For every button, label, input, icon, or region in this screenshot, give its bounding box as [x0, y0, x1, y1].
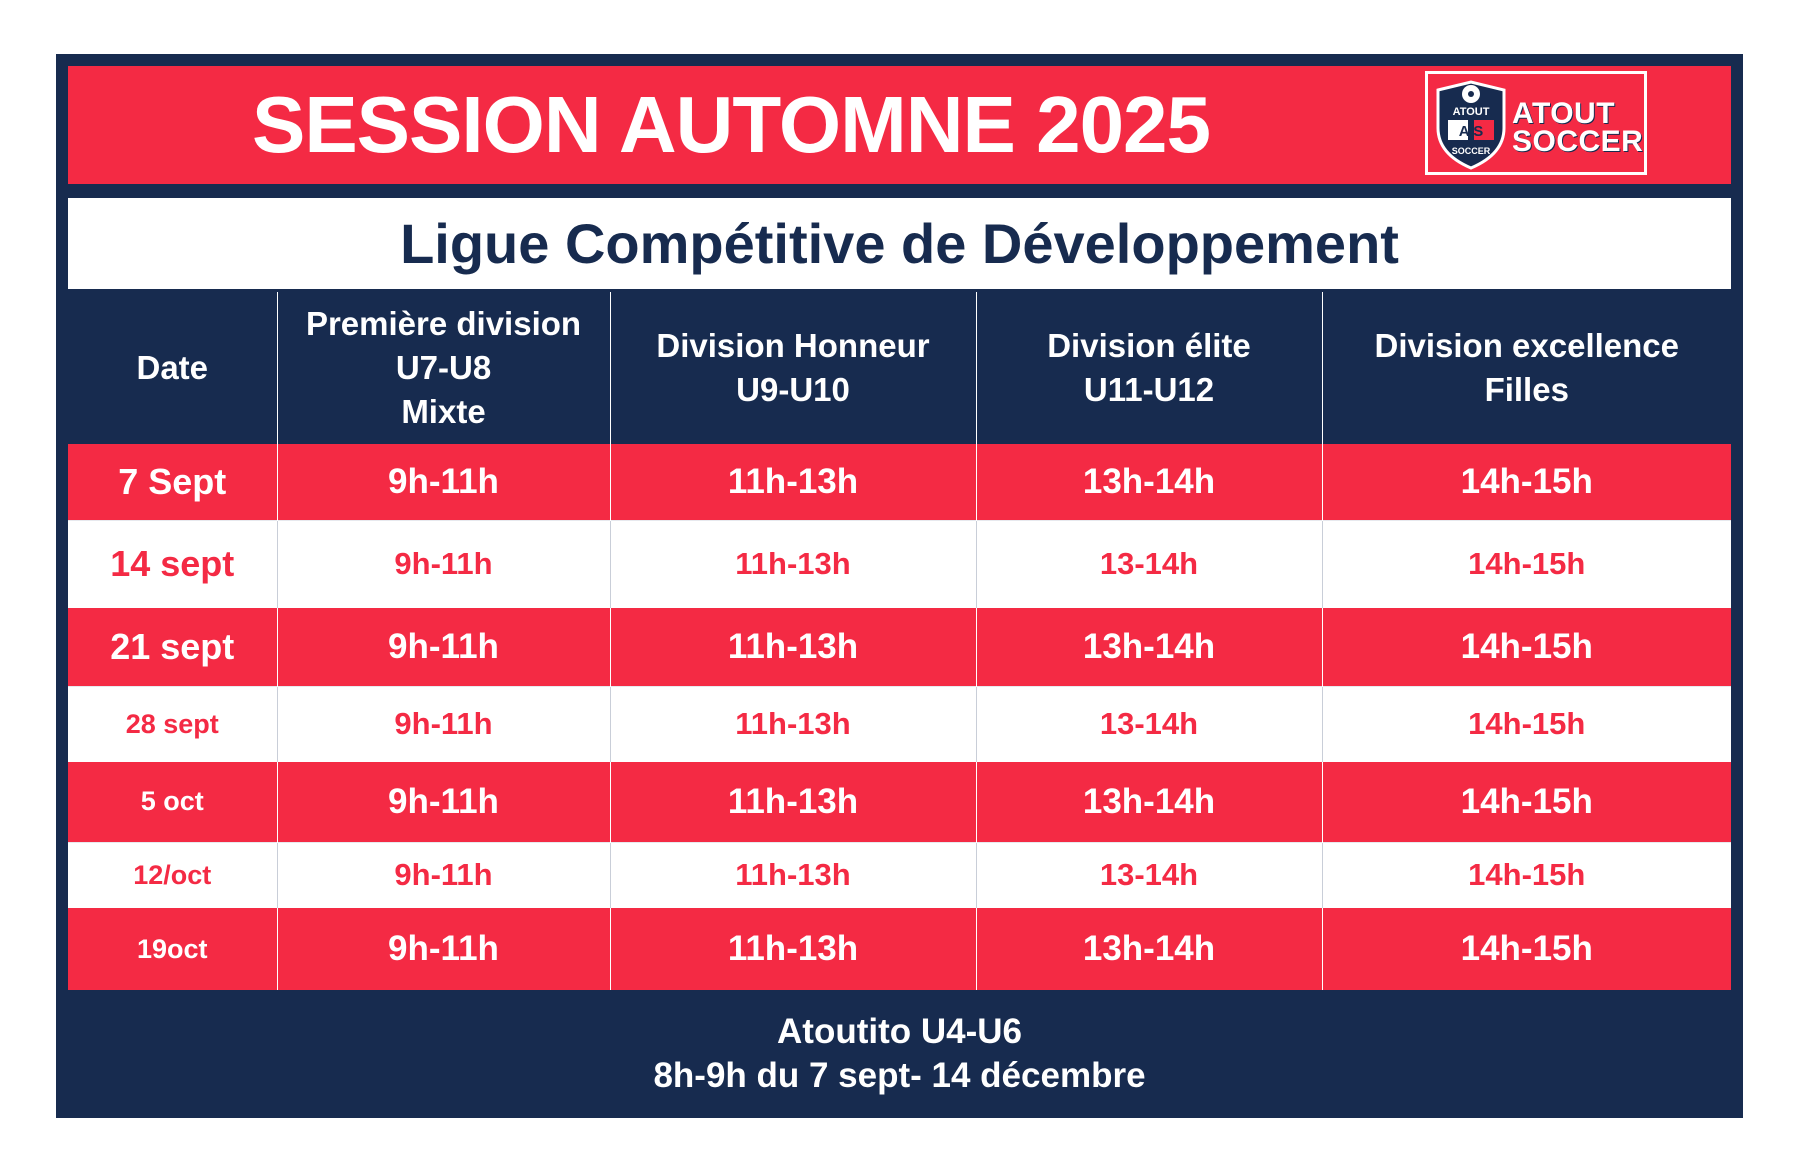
date-cell: 12/oct	[68, 841, 277, 908]
column-header-4: Division excellence Filles	[1321, 292, 1731, 444]
table-row: 14 sept 9h-11h 11h-13h 13-14h 14h-15h	[68, 519, 1731, 608]
column-header-line: Mixte	[401, 393, 486, 430]
time-cell: 11h-13h	[609, 444, 976, 520]
title-banner: SESSION AUTOMNE 2025 ATOUT A S SOCCER AT…	[68, 66, 1731, 184]
logo-word-line1: ATOUT	[1512, 97, 1616, 130]
table-row: 21 sept 9h-11h 11h-13h 13h-14h 14h-15h	[68, 608, 1731, 686]
time-cell: 9h-11h	[276, 841, 610, 908]
time-cell: 14h-15h	[1321, 608, 1731, 686]
column-header-3: Division élite U11-U12	[975, 292, 1322, 444]
table-row: 7 Sept 9h-11h 11h-13h 13h-14h 14h-15h	[68, 444, 1731, 520]
time-cell: 14h-15h	[1321, 519, 1731, 608]
column-header-line: Filles	[1484, 371, 1569, 408]
footer-line-2: 8h-9h du 7 sept- 14 décembre	[653, 1056, 1146, 1095]
column-header-line: Date	[136, 349, 209, 386]
time-cell: 13-14h	[975, 519, 1322, 608]
column-header-line: Première division	[305, 305, 582, 342]
league-subtitle: Ligue Compétitive de Développement	[68, 198, 1731, 289]
time-cell: 11h-13h	[609, 608, 976, 686]
column-header-2: Division Honneur U9-U10	[609, 292, 976, 444]
time-cell: 9h-11h	[276, 685, 610, 762]
table-row: 28 sept 9h-11h 11h-13h 13-14h 14h-15h	[68, 685, 1731, 762]
column-header-line: U11-U12	[1083, 371, 1215, 408]
time-cell: 14h-15h	[1321, 444, 1731, 520]
column-header-0: Date	[68, 292, 277, 444]
column-header-line: Division Honneur	[656, 327, 930, 364]
time-cell: 13h-14h	[975, 762, 1322, 842]
date-cell: 21 sept	[68, 608, 277, 686]
table-row: 5 oct 9h-11h 11h-13h 13h-14h 14h-15h	[68, 762, 1731, 842]
column-header-1: Première division U7-U8 Mixte	[276, 292, 610, 444]
time-cell: 11h-13h	[609, 519, 976, 608]
date-cell: 7 Sept	[68, 444, 277, 520]
footer-note: Atoutito U4-U6 8h-9h du 7 sept- 14 décem…	[68, 1010, 1731, 1112]
svg-text:SOCCER: SOCCER	[1452, 146, 1491, 156]
date-cell: 28 sept	[68, 685, 277, 762]
svg-text:ATOUT: ATOUT	[1453, 106, 1490, 118]
table-header-row: Date Première division U7-U8 Mixte Division …	[68, 292, 1731, 444]
time-cell: 11h-13h	[609, 685, 976, 762]
time-cell: 13h-14h	[975, 444, 1322, 520]
column-header-line: Division excellence	[1374, 327, 1680, 364]
time-cell: 11h-13h	[609, 908, 976, 990]
time-cell: 14h-15h	[1321, 908, 1731, 990]
time-cell: 13h-14h	[975, 908, 1322, 990]
time-cell: 9h-11h	[276, 519, 610, 608]
table-row: 12/oct 9h-11h 11h-13h 13-14h 14h-15h	[68, 841, 1731, 908]
time-cell: 9h-11h	[276, 908, 610, 990]
time-cell: 14h-15h	[1321, 685, 1731, 762]
date-cell: 14 sept	[68, 519, 277, 608]
time-cell: 13-14h	[975, 841, 1322, 908]
shield-logo-icon: ATOUT A S SOCCER	[1436, 80, 1506, 170]
time-cell: 13h-14h	[975, 608, 1322, 686]
column-header-line: U9-U10	[736, 371, 850, 408]
schedule-poster: SESSION AUTOMNE 2025 ATOUT A S SOCCER AT…	[56, 54, 1743, 1118]
atout-soccer-logo: ATOUT A S SOCCER ATOUT SOCCER	[1425, 71, 1647, 175]
svg-text:A S: A S	[1459, 123, 1483, 140]
logo-wordmark: ATOUT SOCCER	[1512, 97, 1644, 158]
time-cell: 9h-11h	[276, 762, 610, 842]
time-cell: 14h-15h	[1321, 762, 1731, 842]
time-cell: 11h-13h	[609, 762, 976, 842]
time-cell: 11h-13h	[609, 841, 976, 908]
page-title: SESSION AUTOMNE 2025	[251, 80, 1211, 169]
logo-word-line2: SOCCER	[1512, 125, 1644, 158]
table-body: 7 Sept 9h-11h 11h-13h 13h-14h 14h-15h 14 sept…	[68, 444, 1731, 990]
time-cell: 9h-11h	[276, 444, 610, 520]
column-header-line: U7-U8	[395, 349, 492, 386]
time-cell: 13-14h	[975, 685, 1322, 762]
date-cell: 5 oct	[68, 762, 277, 842]
schedule-table: Date Première division U7-U8 Mixte Division …	[68, 292, 1731, 990]
time-cell: 14h-15h	[1321, 841, 1731, 908]
date-cell: 19oct	[68, 908, 277, 990]
footer-line-1: Atoutito U4-U6	[777, 1012, 1022, 1051]
column-header-line: Division élite	[1047, 327, 1251, 364]
time-cell: 9h-11h	[276, 608, 610, 686]
table-row: 19oct 9h-11h 11h-13h 13h-14h 14h-15h	[68, 908, 1731, 990]
